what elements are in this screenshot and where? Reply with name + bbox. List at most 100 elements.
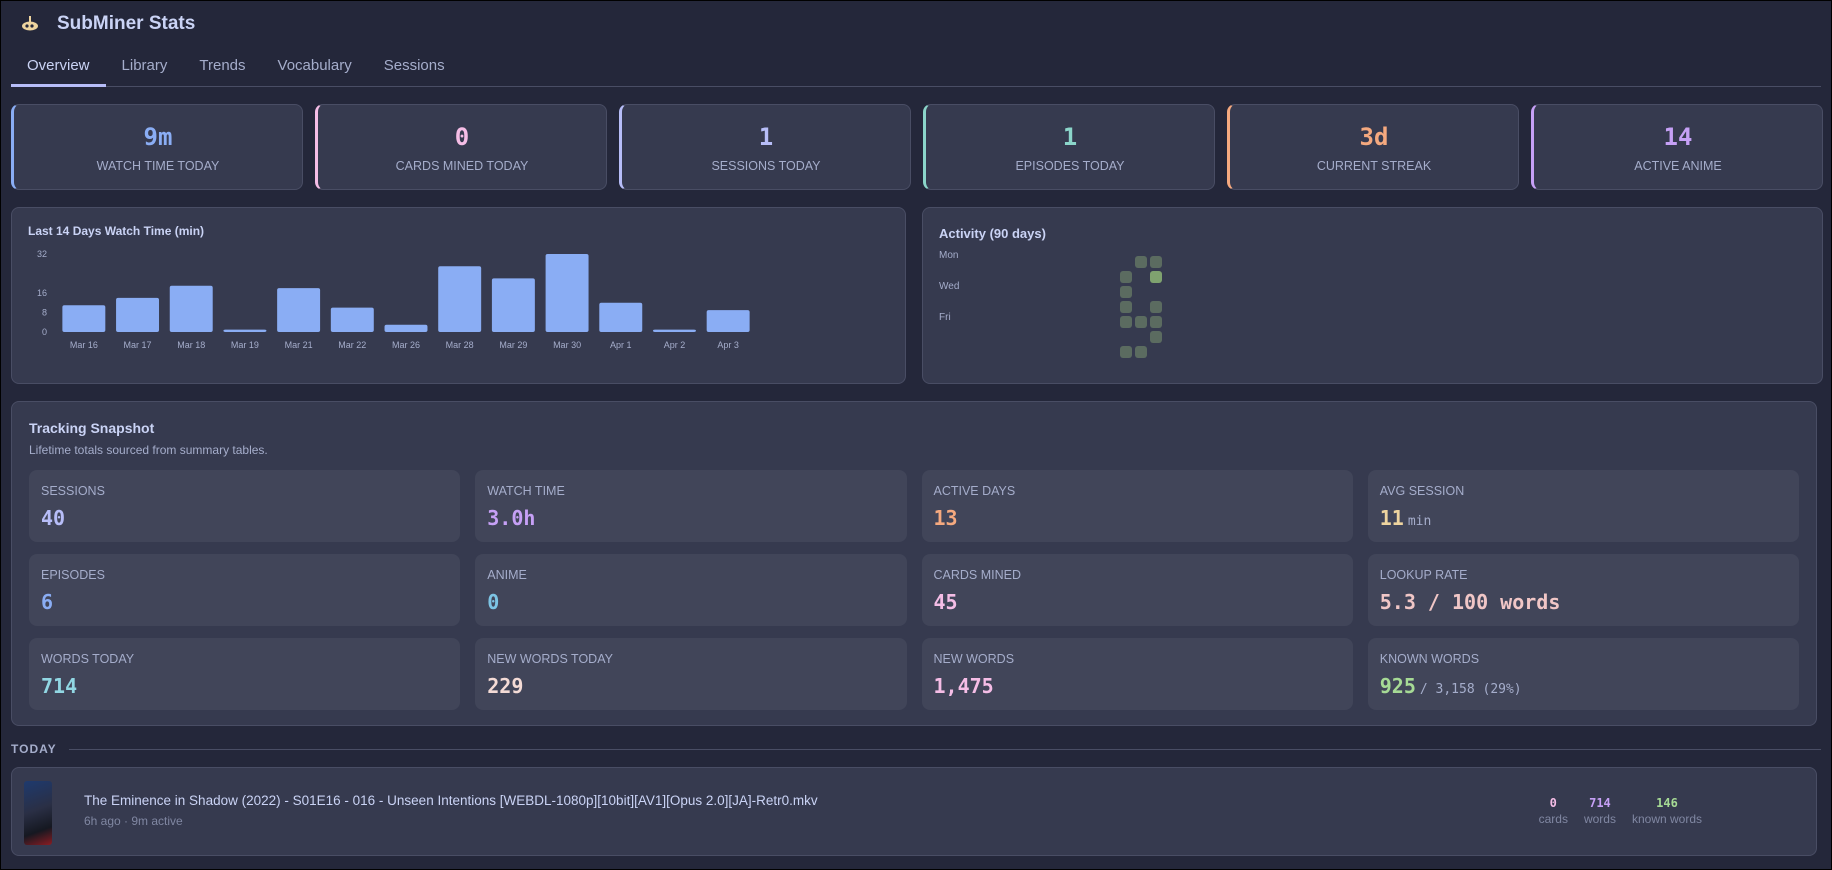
cell-label: Cards Mined bbox=[933, 568, 1022, 582]
y-tick-label: 8 bbox=[42, 308, 47, 318]
bar[interactable] bbox=[223, 329, 267, 332]
snapshot-cell-lookup-rate: Lookup Rate 5.3 / 100 words bbox=[1367, 554, 1799, 626]
bar[interactable] bbox=[62, 305, 106, 332]
bar[interactable] bbox=[491, 278, 535, 332]
app-header: SubMiner Stats bbox=[19, 11, 195, 37]
snapshot-cell-cards-mined: Cards Mined 45 bbox=[921, 554, 1353, 626]
session-stat: 714 words bbox=[1584, 796, 1616, 826]
stat-value: 9m bbox=[143, 123, 173, 151]
activity-cell[interactable] bbox=[1150, 316, 1162, 328]
stat-label: Episodes Today bbox=[1015, 159, 1125, 173]
stat-card: 0 Cards Mined Today bbox=[315, 104, 607, 190]
snapshot-cell-words-today: Words Today 714 bbox=[29, 638, 461, 710]
x-tick-label: Mar 18 bbox=[177, 340, 205, 350]
session-row[interactable]: The Eminence in Shadow (2022) - S01E16 -… bbox=[11, 767, 1817, 856]
tab-vocabulary[interactable]: Vocabulary bbox=[277, 57, 352, 74]
x-tick-label: Apr 2 bbox=[664, 340, 686, 350]
cell-value-row: 925/ 3,158 (29%) bbox=[1380, 674, 1787, 698]
cell-value-row: 6 bbox=[41, 590, 448, 614]
divider bbox=[68, 748, 1821, 750]
tracking-snapshot-panel: Tracking Snapshot Lifetime totals source… bbox=[11, 401, 1817, 726]
snapshot-cell-anime: Anime 0 bbox=[475, 554, 907, 626]
day-label: Mon bbox=[939, 250, 959, 261]
activity-cell[interactable] bbox=[1120, 286, 1132, 298]
activity-cell[interactable] bbox=[1120, 346, 1132, 358]
cell-label: Lookup Rate bbox=[1379, 568, 1468, 582]
x-tick-label: Mar 28 bbox=[446, 340, 474, 350]
stat-card: 3d Current Streak bbox=[1227, 104, 1519, 190]
today-label: TODAY bbox=[11, 742, 57, 756]
cell-value: 13 bbox=[933, 506, 958, 530]
snapshot-cell-avg-session: Avg Session 11 min bbox=[1367, 470, 1799, 542]
tab-sessions[interactable]: Sessions bbox=[383, 57, 445, 74]
stat-card: 14 Active Anime bbox=[1531, 104, 1823, 190]
bar[interactable] bbox=[545, 254, 589, 332]
activity-cell[interactable] bbox=[1135, 256, 1147, 268]
activity-cell[interactable] bbox=[1120, 316, 1132, 328]
session-stat-label: cards bbox=[1538, 812, 1568, 826]
cell-value-row: 0 bbox=[487, 590, 894, 614]
bar[interactable] bbox=[116, 297, 160, 332]
cell-value: 45 bbox=[933, 590, 958, 614]
y-tick-label: 16 bbox=[37, 288, 47, 298]
cell-value: 6 bbox=[41, 590, 54, 614]
x-tick-label: Apr 3 bbox=[717, 340, 739, 350]
session-stat-label: words bbox=[1583, 812, 1616, 826]
bar[interactable] bbox=[277, 288, 321, 332]
cell-label: Avg Session bbox=[1379, 484, 1465, 498]
snapshot-title: Tracking Snapshot bbox=[29, 420, 155, 436]
snapshot-cell-new-words: New Words 1,475 bbox=[921, 638, 1353, 710]
session-stat: 0 cards bbox=[1539, 796, 1568, 826]
tab-trends[interactable]: Trends bbox=[199, 57, 246, 74]
anime-cover-thumbnail bbox=[24, 781, 52, 845]
session-title: The Eminence in Shadow (2022) - S01E16 -… bbox=[84, 793, 818, 808]
stat-value: 1 bbox=[1062, 123, 1078, 151]
x-tick-label: Apr 1 bbox=[610, 340, 632, 350]
activity-cell[interactable] bbox=[1150, 271, 1162, 283]
bar[interactable] bbox=[169, 285, 213, 332]
app-title: SubMiner Stats bbox=[57, 13, 196, 34]
y-tick-label: 32 bbox=[37, 249, 47, 259]
day-label: Fri bbox=[939, 312, 951, 323]
bar[interactable] bbox=[599, 302, 643, 332]
stat-label: Cards Mined Today bbox=[395, 159, 529, 173]
x-tick-label: Mar 19 bbox=[231, 340, 259, 350]
activity-cell[interactable] bbox=[1150, 331, 1162, 343]
tab-library[interactable]: Library bbox=[121, 57, 168, 74]
bar[interactable] bbox=[384, 324, 428, 332]
submarine-icon bbox=[19, 15, 41, 33]
stat-card: 9m Watch Time Today bbox=[11, 104, 303, 190]
cell-value: 714 bbox=[41, 674, 78, 698]
activity-cell[interactable] bbox=[1135, 316, 1147, 328]
cell-label: Watch Time bbox=[487, 484, 565, 498]
cell-value-row: 13 bbox=[934, 506, 1341, 530]
cell-value-row: 229 bbox=[487, 674, 894, 698]
activity-cell[interactable] bbox=[1120, 271, 1132, 283]
x-tick-label: Mar 30 bbox=[553, 340, 581, 350]
snapshot-cell-new-words-today: New Words Today 229 bbox=[475, 638, 907, 710]
bar[interactable] bbox=[652, 329, 696, 332]
bar[interactable] bbox=[330, 307, 374, 332]
cell-unit: min bbox=[1407, 514, 1432, 529]
cell-value-row: 11 min bbox=[1380, 506, 1787, 530]
cell-value: 3.0h bbox=[487, 506, 536, 530]
cell-value-row: 5.3 / 100 words bbox=[1380, 590, 1787, 614]
stat-label: Sessions Today bbox=[711, 159, 821, 173]
cell-label: New Words bbox=[933, 652, 1015, 666]
activity-cell[interactable] bbox=[1150, 256, 1162, 268]
x-tick-label: Mar 29 bbox=[499, 340, 527, 350]
activity-cell[interactable] bbox=[1150, 301, 1162, 313]
activity-cell[interactable] bbox=[1120, 301, 1132, 313]
snapshot-cell-sessions: Sessions 40 bbox=[29, 470, 461, 542]
snapshot-grid: Sessions 40 Watch Time 3.0h Active Days 13 Avg… bbox=[29, 470, 1799, 710]
bar[interactable] bbox=[706, 310, 750, 332]
bar[interactable] bbox=[438, 266, 482, 332]
activity-cell[interactable] bbox=[1135, 346, 1147, 358]
snapshot-cell-watch-time: Watch Time 3.0h bbox=[475, 470, 907, 542]
x-tick-label: Mar 17 bbox=[124, 340, 152, 350]
tab-overview[interactable]: Overview bbox=[11, 49, 106, 87]
session-meta: 6h ago · 9m active bbox=[84, 814, 183, 828]
snapshot-subtitle: Lifetime totals sourced from summary tab… bbox=[29, 443, 268, 457]
chart-title: Last 14 Days Watch Time (min) bbox=[28, 224, 205, 238]
cell-value: 0 bbox=[487, 590, 500, 614]
